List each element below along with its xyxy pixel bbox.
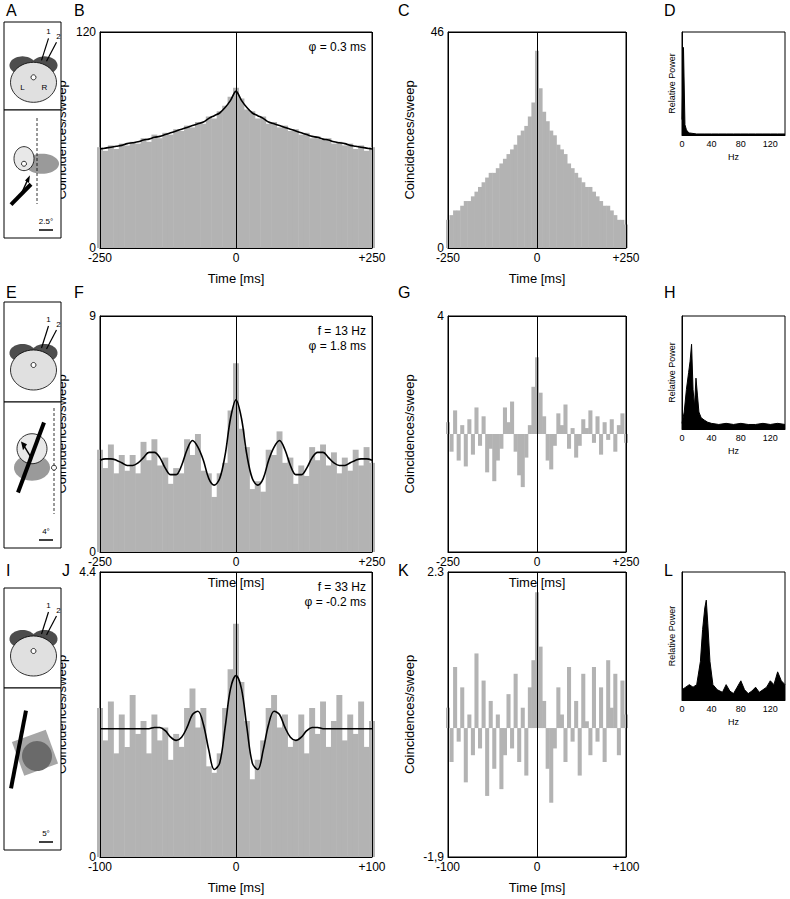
svg-text:+250: +250 bbox=[358, 555, 385, 569]
svg-text:0: 0 bbox=[534, 860, 541, 874]
svg-text:0: 0 bbox=[437, 241, 444, 255]
svg-text:I: I bbox=[6, 562, 10, 579]
svg-text:φ = 0.3 ms: φ = 0.3 ms bbox=[309, 40, 366, 54]
svg-text:9: 9 bbox=[89, 309, 96, 323]
svg-text:Coincidences/sweep: Coincidences/sweep bbox=[402, 374, 417, 493]
svg-text:-1,9: -1,9 bbox=[423, 850, 444, 864]
svg-text:+100: +100 bbox=[612, 860, 639, 874]
svg-text:G: G bbox=[398, 284, 410, 301]
svg-text:L: L bbox=[20, 83, 25, 92]
svg-text:+100: +100 bbox=[358, 860, 385, 874]
svg-text:0: 0 bbox=[233, 555, 240, 569]
svg-text:4.4: 4.4 bbox=[79, 565, 96, 579]
svg-text:80: 80 bbox=[736, 704, 746, 714]
svg-text:A: A bbox=[6, 2, 17, 19]
svg-text:Relative Power: Relative Power bbox=[667, 342, 677, 403]
svg-text:0: 0 bbox=[89, 545, 96, 559]
svg-text:0: 0 bbox=[679, 704, 684, 714]
svg-text:5°: 5° bbox=[42, 829, 50, 838]
svg-text:2: 2 bbox=[56, 606, 61, 615]
svg-text:Relative Power: Relative Power bbox=[667, 606, 677, 667]
svg-text:0: 0 bbox=[679, 139, 684, 149]
svg-text:0: 0 bbox=[534, 251, 541, 265]
svg-text:-250: -250 bbox=[436, 555, 460, 569]
svg-text:f = 33 Hz: f = 33 Hz bbox=[318, 580, 366, 594]
svg-text:B: B bbox=[74, 2, 85, 19]
svg-text:Time [ms]: Time [ms] bbox=[208, 271, 265, 286]
svg-text:Time [ms]: Time [ms] bbox=[207, 575, 265, 590]
svg-text:Relative Power: Relative Power bbox=[667, 53, 677, 114]
svg-text:80: 80 bbox=[736, 433, 746, 443]
svg-text:H: H bbox=[664, 284, 676, 301]
svg-text:4°: 4° bbox=[42, 527, 50, 536]
svg-text:4: 4 bbox=[437, 309, 444, 323]
svg-text:2.5°: 2.5° bbox=[39, 217, 53, 226]
svg-text:Hz: Hz bbox=[728, 717, 739, 727]
svg-text:1: 1 bbox=[46, 315, 51, 324]
svg-text:L: L bbox=[664, 562, 673, 579]
svg-text:Coincidences/sweep: Coincidences/sweep bbox=[402, 655, 417, 774]
svg-text:Coincidences/sweep: Coincidences/sweep bbox=[402, 80, 417, 199]
svg-text:-100: -100 bbox=[88, 860, 112, 874]
svg-text:120: 120 bbox=[763, 704, 778, 714]
svg-text:C: C bbox=[398, 2, 410, 19]
svg-text:f = 13 Hz: f = 13 Hz bbox=[318, 324, 366, 338]
svg-text:46: 46 bbox=[431, 25, 445, 39]
svg-text:Time [ms]: Time [ms] bbox=[509, 880, 566, 895]
svg-text:D: D bbox=[664, 2, 676, 19]
svg-text:2.3: 2.3 bbox=[427, 565, 444, 579]
svg-text:120: 120 bbox=[76, 25, 96, 39]
svg-text:0: 0 bbox=[534, 555, 541, 569]
svg-text:Hz: Hz bbox=[728, 446, 739, 456]
svg-text:40: 40 bbox=[706, 139, 716, 149]
svg-text:0: 0 bbox=[233, 860, 240, 874]
svg-text:0: 0 bbox=[89, 241, 96, 255]
svg-text:R: R bbox=[42, 83, 48, 92]
svg-text:+250: +250 bbox=[612, 555, 639, 569]
svg-text:F: F bbox=[74, 284, 84, 301]
svg-text:120: 120 bbox=[763, 433, 778, 443]
svg-text:E: E bbox=[6, 284, 17, 301]
svg-text:40: 40 bbox=[706, 704, 716, 714]
svg-text:φ = -0.2 ms: φ = -0.2 ms bbox=[305, 595, 366, 609]
svg-text:120: 120 bbox=[763, 139, 778, 149]
svg-text:-250: -250 bbox=[88, 251, 112, 265]
svg-text:-100: -100 bbox=[436, 860, 460, 874]
svg-text:80: 80 bbox=[736, 139, 746, 149]
svg-text:-250: -250 bbox=[88, 555, 112, 569]
svg-text:0: 0 bbox=[89, 850, 96, 864]
svg-text:Time [ms]: Time [ms] bbox=[509, 271, 566, 286]
svg-text:Time [ms]: Time [ms] bbox=[508, 575, 566, 590]
svg-text:40: 40 bbox=[706, 433, 716, 443]
svg-text:+250: +250 bbox=[358, 251, 385, 265]
svg-text:+250: +250 bbox=[612, 251, 639, 265]
svg-text:φ = 1.8 ms: φ = 1.8 ms bbox=[309, 339, 366, 353]
svg-text:0: 0 bbox=[679, 433, 684, 443]
svg-text:2: 2 bbox=[56, 32, 61, 41]
svg-text:-250: -250 bbox=[436, 251, 460, 265]
svg-text:J: J bbox=[62, 562, 70, 579]
svg-text:1: 1 bbox=[46, 601, 51, 610]
svg-text:K: K bbox=[398, 562, 409, 579]
svg-text:Hz: Hz bbox=[728, 152, 739, 162]
svg-text:2: 2 bbox=[56, 320, 61, 329]
svg-text:1: 1 bbox=[46, 27, 51, 36]
svg-text:Time [ms]: Time [ms] bbox=[208, 880, 265, 895]
svg-text:0: 0 bbox=[233, 251, 240, 265]
